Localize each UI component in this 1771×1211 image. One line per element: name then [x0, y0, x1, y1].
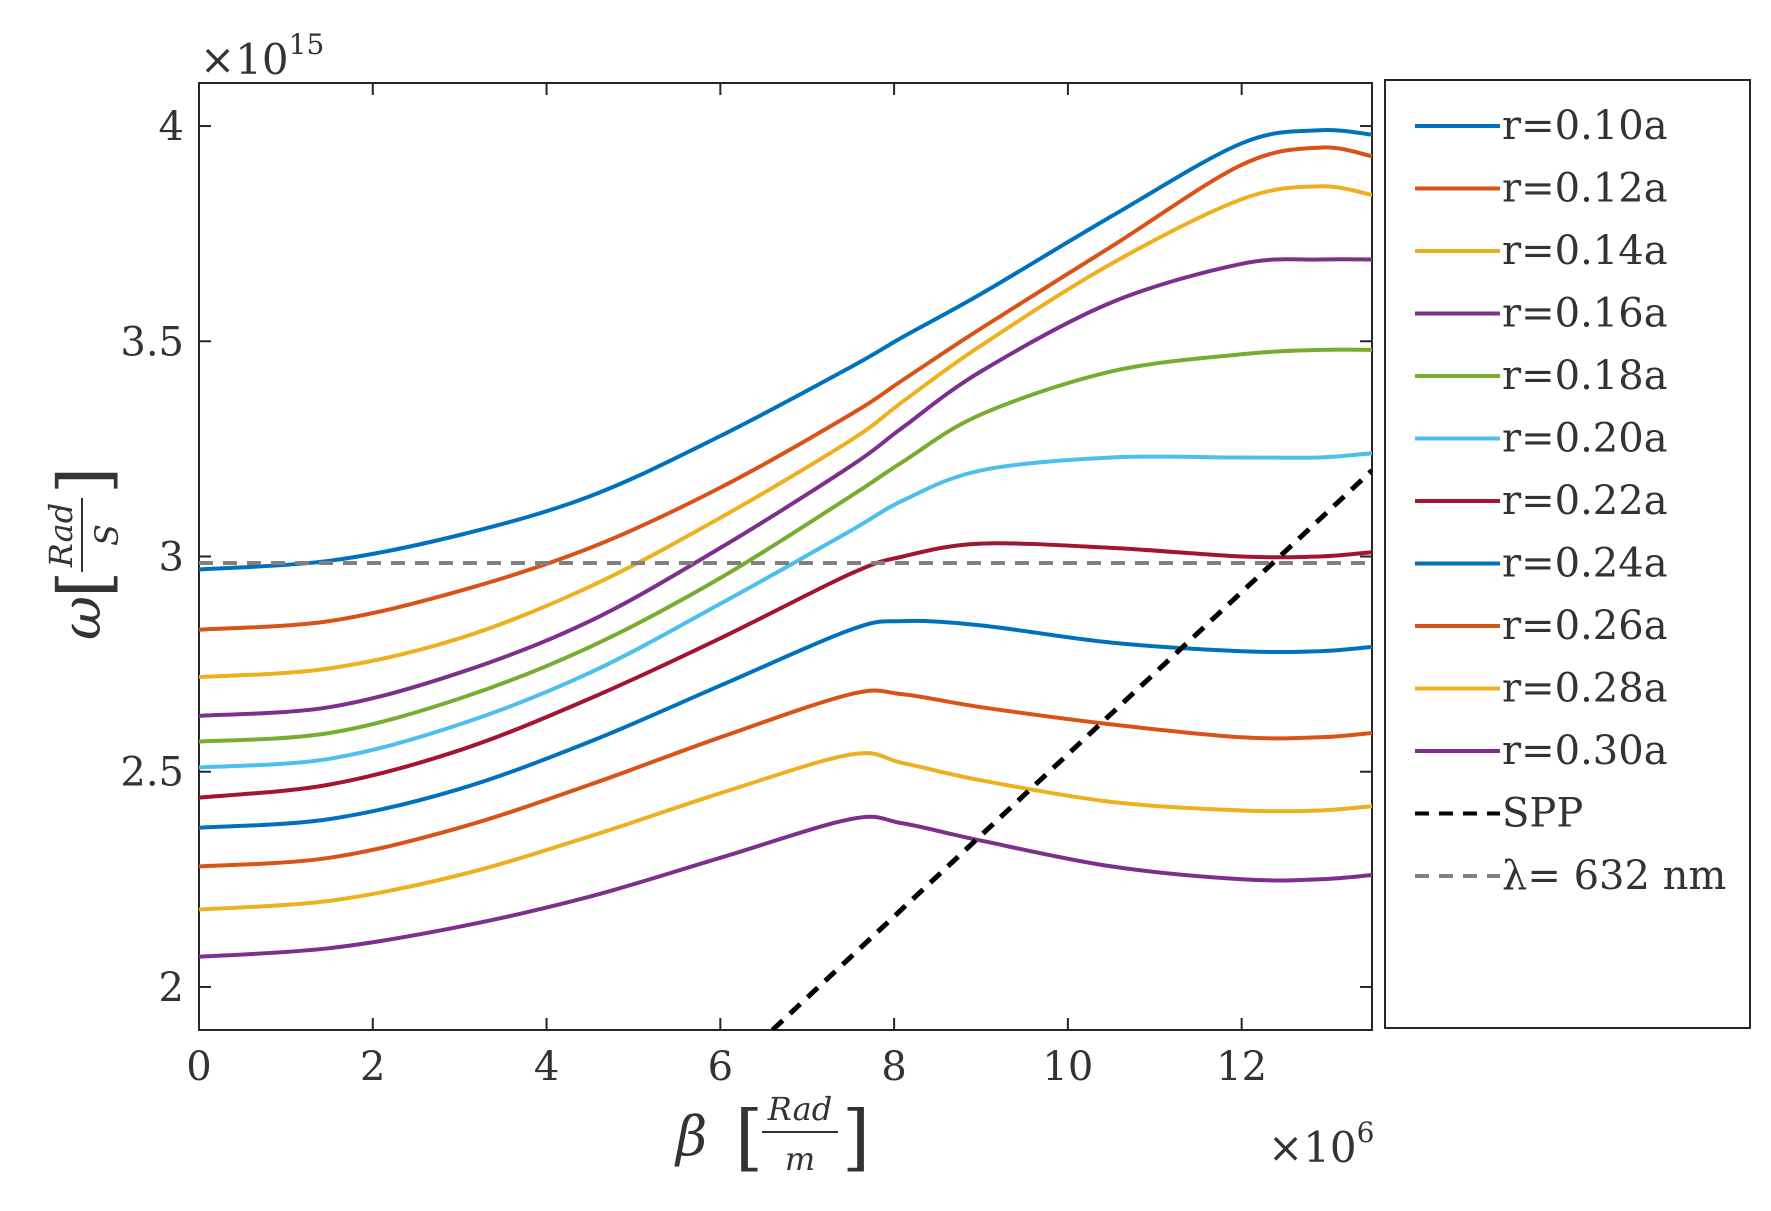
x-tick-label: 12 — [1216, 1044, 1267, 1090]
reference-line-SPP — [770, 468, 1372, 1030]
legend-box — [1384, 79, 1751, 1029]
y-axis-label: ω [ Rad S ] — [42, 467, 126, 640]
y-ticks: 2 2.5 3 3.5 4 — [120, 104, 1372, 1011]
y-multiplier: ×1015 — [200, 28, 324, 84]
legend-label: r=0.18a — [1502, 353, 1668, 399]
legend-label: r=0.14a — [1502, 228, 1668, 274]
x-tick-label: 8 — [881, 1044, 906, 1090]
legend-entry: r=0.30a — [1415, 728, 1668, 774]
x-tick-label: 6 — [708, 1044, 733, 1090]
legend-entry: SPP — [1415, 791, 1583, 837]
y-multiplier-exponent: 15 — [289, 28, 325, 61]
legend-label: r=0.24a — [1502, 541, 1668, 587]
series-line-r=0.22a — [199, 541, 1372, 800]
legend-label: r=0.16a — [1502, 291, 1668, 337]
y-tick-label: 3 — [159, 535, 184, 581]
legend-entry: λ= 632 nm — [1415, 853, 1726, 899]
legend-label: r=0.26a — [1502, 603, 1668, 649]
legend-label: λ= 632 nm — [1502, 853, 1726, 899]
legend-label: r=0.20a — [1502, 416, 1668, 462]
y-tick-label: 2.5 — [120, 750, 184, 796]
legend-label: r=0.12a — [1502, 166, 1668, 212]
legend-entry: r=0.12a — [1415, 166, 1668, 212]
legend-entry: r=0.26a — [1415, 603, 1668, 649]
y-axis-open-bracket: [ — [43, 571, 125, 598]
x-tick-label: 2 — [360, 1044, 385, 1090]
y-axis-unit-denominator: S — [88, 524, 126, 546]
y-tick-label: 2 — [159, 965, 184, 1011]
x-axis-unit-numerator: Rad — [767, 1090, 832, 1128]
x-ticks: 0 2 4 6 8 10 12 — [186, 83, 1267, 1090]
legend-label: r=0.30a — [1502, 728, 1668, 774]
x-axis-open-bracket: [ — [735, 1095, 763, 1179]
series-line-r=0.18a — [199, 347, 1372, 744]
legend-entry: r=0.22a — [1415, 478, 1668, 524]
y-tick-label: 3.5 — [120, 319, 184, 365]
legend-entry: r=0.24a — [1415, 541, 1668, 587]
legend-entry: r=0.10a — [1415, 103, 1668, 149]
series-line-r=0.30a — [199, 814, 1372, 959]
legend-label: r=0.10a — [1502, 103, 1668, 149]
x-tick-label: 0 — [186, 1044, 211, 1090]
x-axis-unit-denominator: m — [785, 1140, 815, 1178]
x-multiplier-base: ×10 — [1268, 1123, 1357, 1172]
legend-label: SPP — [1502, 791, 1583, 837]
x-tick-label: 10 — [1042, 1044, 1093, 1090]
y-axis-symbol: ω — [50, 596, 113, 640]
legend-label: r=0.28a — [1502, 666, 1668, 712]
series-line-r=0.16a — [199, 257, 1372, 718]
legend: r=0.10a r=0.12a r=0.14a r=0.16a r=0.18a r=0.2… — [1415, 103, 1726, 899]
x-axis-label: β [ Rad m ] — [674, 1090, 870, 1179]
series-layer — [199, 128, 1372, 1030]
y-multiplier-base: ×10 — [200, 35, 289, 84]
series-line-r=0.28a — [199, 751, 1372, 912]
series-line-r=0.12a — [199, 145, 1372, 632]
legend-entry: r=0.16a — [1415, 291, 1668, 337]
x-axis-close-bracket: ] — [842, 1095, 870, 1179]
x-multiplier: ×106 — [1268, 1116, 1374, 1172]
series-line-r=0.14a — [199, 184, 1372, 679]
y-axis-close-bracket: ] — [43, 467, 125, 494]
series-line-r=0.26a — [199, 688, 1372, 869]
legend-entry: r=0.28a — [1415, 666, 1668, 712]
legend-entry: r=0.14a — [1415, 228, 1668, 274]
y-tick-label: 4 — [159, 104, 184, 150]
series-line-r=0.10a — [199, 128, 1372, 572]
legend-entry: r=0.20a — [1415, 416, 1668, 462]
x-tick-label: 4 — [534, 1044, 559, 1090]
x-multiplier-exponent: 6 — [1357, 1116, 1375, 1149]
series-line-r=0.20a — [199, 451, 1372, 770]
legend-entry: r=0.18a — [1415, 353, 1668, 399]
plot-area-frame — [198, 82, 1373, 1031]
y-axis-unit-numerator: Rad — [42, 503, 80, 568]
x-axis-symbol: β — [674, 1105, 707, 1168]
series-line-r=0.24a — [199, 618, 1372, 830]
legend-label: r=0.22a — [1502, 478, 1668, 524]
